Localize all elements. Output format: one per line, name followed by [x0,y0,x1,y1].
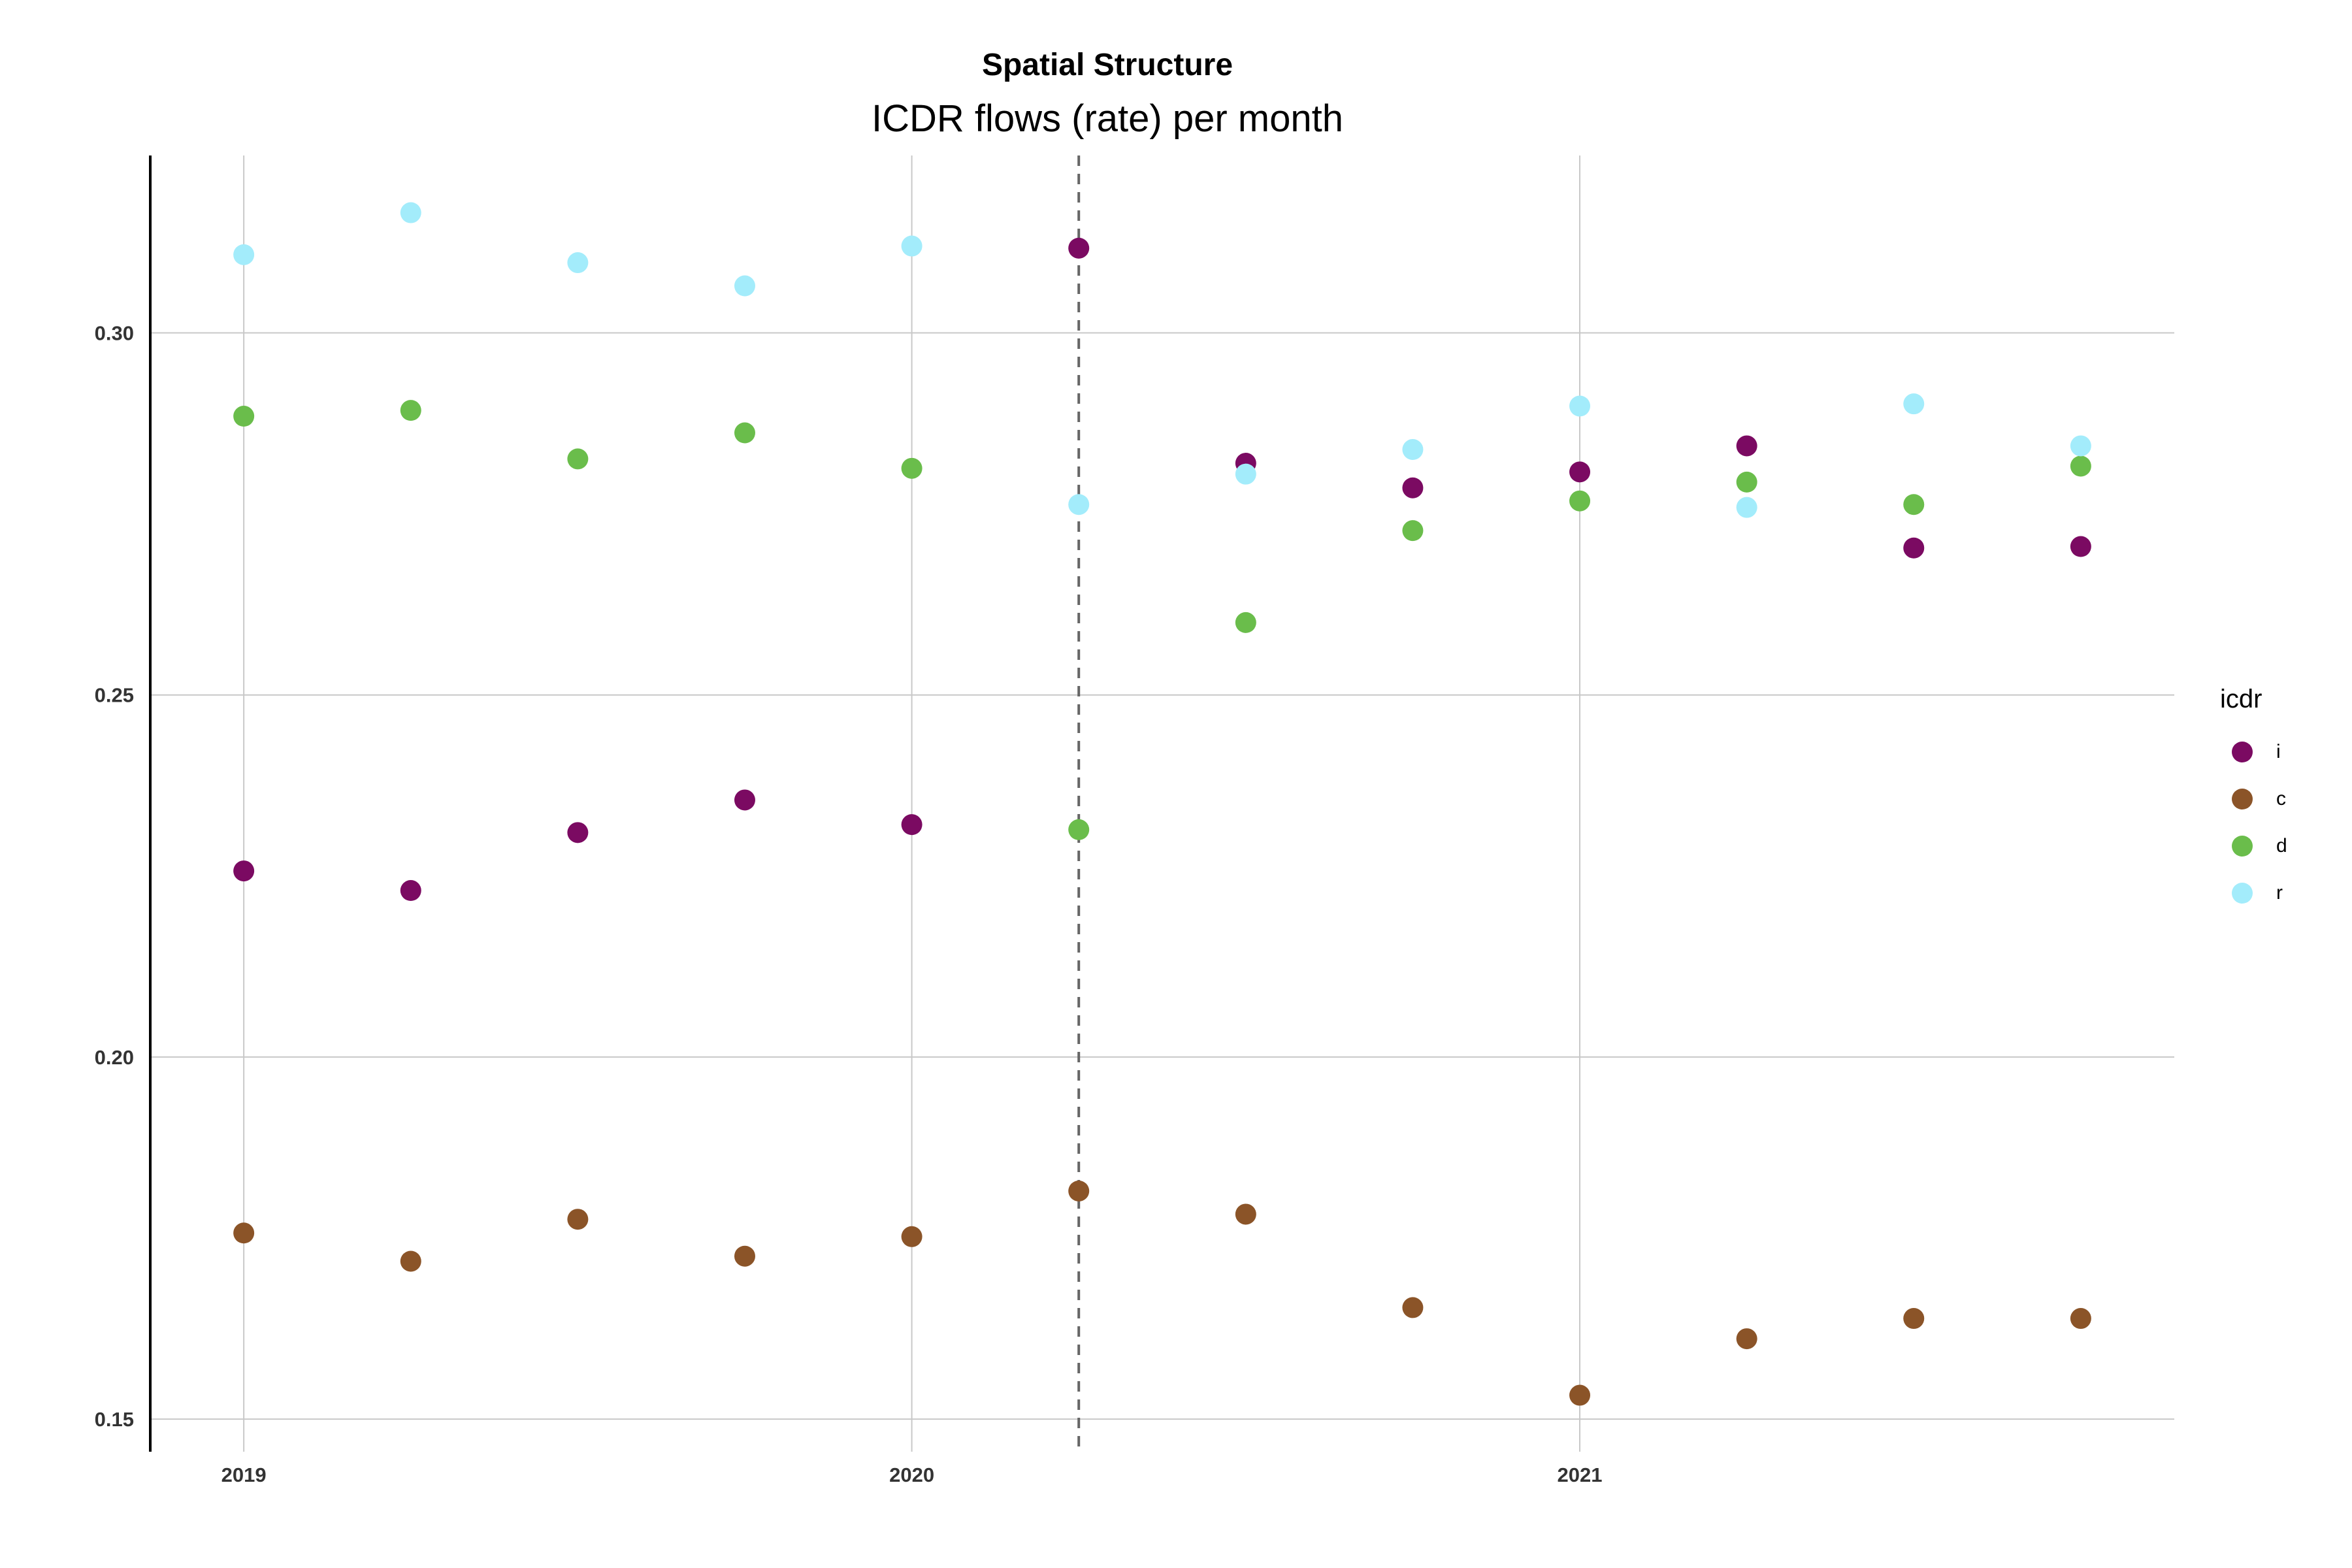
point-i [1569,461,1591,483]
point-d [1402,520,1424,542]
point-r [233,244,255,265]
point-r [1903,393,1925,415]
point-i [233,860,255,882]
x-tick-label: 2019 [221,1463,267,1486]
point-i [400,880,421,902]
legend-item-r: r [2220,870,2287,917]
point-c [1235,1203,1256,1225]
point-r [2070,435,2091,457]
point-i [1068,237,1090,259]
legend-title: icdr [2220,685,2262,713]
y-tick-label: 0.15 [95,1408,134,1431]
point-i [901,814,923,836]
x-tick-label: 2020 [889,1463,934,1486]
legend-label: d [2276,835,2287,857]
point-d [567,448,589,470]
chart-subtitle: ICDR flows (rate) per month [872,97,1343,140]
point-r [567,252,589,274]
point-d [1736,471,1757,493]
legend-label: c [2276,788,2286,809]
point-d [1569,490,1591,512]
grid-lines [150,155,2174,1452]
point-c [1736,1328,1757,1350]
y-tick-label: 0.20 [95,1046,134,1069]
legend-label: i [2276,741,2281,762]
legend-item-d: d [2220,823,2287,870]
point-i [1903,537,1925,559]
point-c [734,1245,755,1267]
point-r [400,202,421,223]
point-i [567,822,589,843]
legend-key [2232,789,2253,809]
point-d [1068,819,1090,840]
point-d [1235,612,1256,633]
point-i [2070,536,2091,557]
point-r [901,235,923,257]
point-i [734,789,755,811]
legend-key [2232,883,2253,904]
point-r [1235,463,1256,485]
point-c [1068,1180,1090,1201]
point-r [1569,395,1591,417]
data-points [233,202,2091,1406]
legend-label: r [2276,882,2283,904]
point-c [1402,1297,1424,1318]
point-c [233,1222,255,1244]
point-c [2070,1308,2091,1330]
point-r [1402,439,1424,461]
point-i [1736,435,1757,457]
y-tick-label: 0.25 [95,684,134,707]
point-r [1068,494,1090,515]
point-c [901,1226,923,1247]
legend-key [2232,742,2253,762]
legend-items: i c d r [2220,728,2287,917]
point-c [567,1209,589,1230]
point-c [400,1250,421,1272]
legend-item-i: i [2220,728,2287,776]
point-d [233,406,255,427]
point-c [1903,1308,1925,1330]
point-r [734,275,755,297]
point-d [400,400,421,421]
x-tick-label: 2021 [1558,1463,1603,1486]
chart-title: Spatial Structure [981,48,1233,82]
point-i [1402,477,1424,498]
legend-item-c: c [2220,776,2287,823]
y-tick-label: 0.30 [95,322,134,345]
point-r [1736,497,1757,518]
tick-labels: 0.15 0.20 0.25 0.30 2019 2020 2021 [95,322,1603,1486]
point-d [901,457,923,479]
point-d [2070,455,2091,477]
point-c [1569,1384,1591,1406]
point-d [1903,494,1925,515]
point-d [734,422,755,444]
legend-key [2232,836,2253,857]
